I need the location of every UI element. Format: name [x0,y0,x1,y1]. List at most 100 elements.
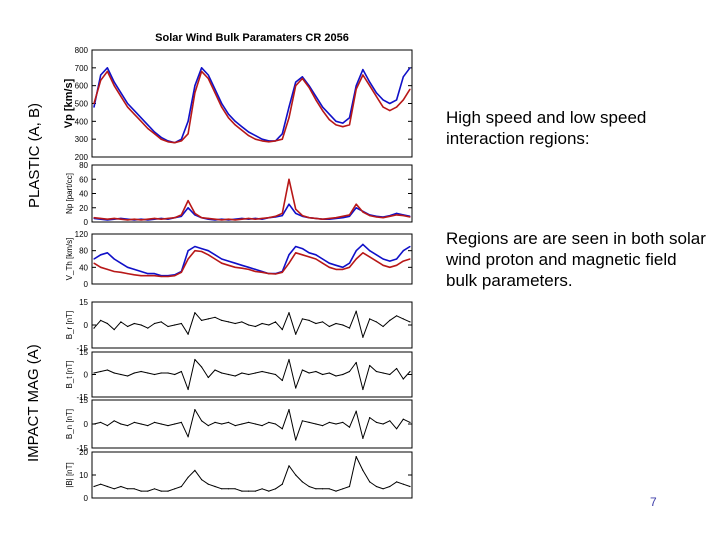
data-point-5-mag-31 [301,420,303,422]
data-point-0-b-2 [106,70,108,72]
data-point-0-b-46 [402,99,404,101]
data-point-1-b-37 [342,215,344,217]
data-point-1-b-8 [147,218,149,220]
data-point-2-a-43 [382,258,384,260]
ytick-label-6-0: 0 [84,494,89,503]
data-point-3-mag-10 [160,321,162,323]
ytick-label-0-2: 400 [75,117,89,126]
data-point-4-mag-14 [187,388,189,391]
data-point-0-a-0 [93,106,95,108]
data-point-1-b-34 [322,218,324,220]
data-point-2-a-18 [214,254,216,256]
ytick-label-6-1: 10 [79,471,88,480]
ytick-label-4-0: -15 [76,393,88,402]
data-point-2-a-1 [100,254,102,256]
data-point-5-mag-30 [295,439,297,441]
data-point-5-mag-46 [402,418,404,420]
data-point-6-mag-25 [261,488,263,490]
data-point-1-b-24 [254,218,256,220]
data-point-3-mag-21 [234,322,236,325]
data-point-0-a-10 [160,136,162,138]
data-point-6-mag-10 [160,490,162,492]
data-point-6-mag-3 [113,488,115,490]
data-point-2-b-19 [221,262,223,264]
data-point-0-a-45 [396,99,398,101]
data-point-4-mag-2 [106,369,108,371]
data-point-2-a-5 [127,266,129,268]
data-point-3-mag-16 [201,319,203,321]
data-point-5-mag-8 [147,425,149,427]
data-point-0-a-16 [201,67,203,69]
data-point-3-mag-40 [362,336,364,338]
data-point-5-mag-6 [133,421,135,423]
data-point-4-mag-24 [254,372,256,374]
data-point-5-mag-39 [355,410,357,412]
data-point-0-b-43 [382,106,384,108]
ytick-label-0-3: 500 [75,100,89,109]
data-point-3-mag-35 [328,325,330,328]
data-point-1-b-30 [295,208,297,210]
data-point-6-mag-32 [308,485,310,488]
data-point-5-mag-33 [315,423,317,425]
data-point-5-mag-2 [106,425,108,427]
data-point-4-mag-18 [214,369,216,371]
data-point-3-mag-37 [342,324,344,326]
data-point-1-b-44 [389,215,391,217]
data-point-2-a-20 [227,260,230,262]
data-point-4-mag-22 [241,372,243,374]
data-point-5-mag-12 [174,423,176,425]
data-point-6-mag-2 [106,485,108,488]
data-point-0-b-13 [180,140,182,142]
data-point-4-mag-26 [268,372,270,374]
data-point-2-b-18 [214,258,216,260]
data-point-0-b-40 [362,74,364,76]
data-point-4-mag-10 [160,372,162,374]
data-point-1-b-3 [113,217,115,219]
data-point-0-b-5 [127,106,129,108]
data-point-5-mag-3 [113,420,115,422]
ylabel-2: V_Th [km/s] [65,238,74,281]
data-point-5-mag-42 [375,421,377,423]
data-point-2-b-23 [248,268,250,270]
data-point-2-b-28 [281,271,283,273]
data-point-2-a-37 [342,266,344,268]
data-point-4-mag-16 [201,366,203,368]
data-point-3-mag-4 [120,321,122,323]
data-point-1-b-32 [308,217,310,219]
data-point-1-b-13 [180,214,182,216]
data-point-0-b-18 [214,92,216,94]
data-point-4-mag-27 [274,373,277,376]
bullet-text-interaction-regions: High speed and low speed interaction reg… [446,108,647,148]
data-point-4-mag-43 [382,372,384,374]
data-point-6-mag-9 [153,488,156,490]
data-point-2-b-13 [180,271,182,273]
data-point-0-a-15 [194,85,196,87]
data-point-0-a-23 [248,131,250,133]
data-point-4-mag-34 [322,373,324,376]
data-point-4-mag-9 [153,373,156,376]
data-point-1-b-20 [227,218,230,220]
data-point-6-mag-11 [167,490,169,492]
data-point-1-b-41 [369,215,371,217]
data-point-2-b-12 [174,275,176,277]
data-point-3-mag-1 [100,319,102,321]
data-point-5-mag-16 [201,420,203,422]
data-point-0-b-21 [234,124,236,126]
ytick-label-0-1: 300 [75,135,89,144]
ytick-label-2-3: 120 [75,230,89,239]
data-point-1-b-31 [301,215,303,217]
data-point-1-a-45 [396,212,398,214]
data-point-1-a-13 [180,215,182,217]
data-point-0-a-1 [100,74,102,76]
data-point-0-a-5 [127,102,129,105]
data-point-0-b-35 [328,119,330,121]
data-point-0-b-20 [227,117,230,119]
data-point-6-mag-42 [375,485,377,488]
data-point-0-b-7 [140,120,142,122]
data-point-5-mag-21 [234,425,236,427]
data-point-0-a-29 [288,106,290,108]
data-point-1-b-47 [409,216,411,218]
data-point-4-mag-28 [281,379,283,382]
data-point-0-a-17 [207,74,209,76]
data-point-6-mag-14 [187,476,189,478]
